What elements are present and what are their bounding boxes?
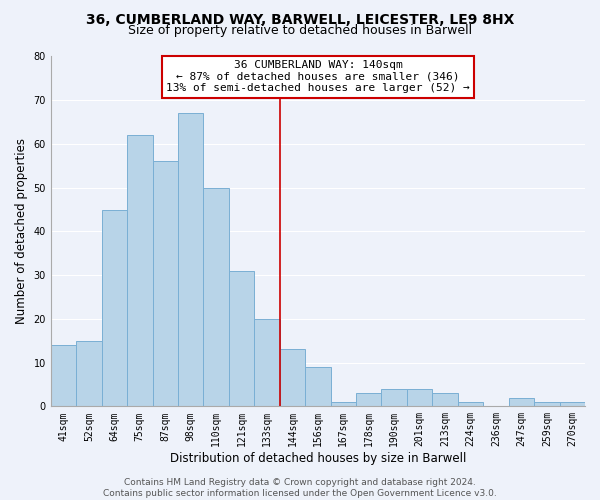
Text: 36 CUMBERLAND WAY: 140sqm
← 87% of detached houses are smaller (346)
13% of semi: 36 CUMBERLAND WAY: 140sqm ← 87% of detac… (166, 60, 470, 93)
Bar (203, 188, 229, 406)
Text: Contains HM Land Registry data © Crown copyright and database right 2024.
Contai: Contains HM Land Registry data © Crown c… (103, 478, 497, 498)
Bar (51, 345, 76, 406)
Bar (127, 135, 152, 406)
Y-axis label: Number of detached properties: Number of detached properties (15, 138, 28, 324)
Bar (433, 393, 458, 406)
Bar (356, 393, 382, 406)
Text: Size of property relative to detached houses in Barwell: Size of property relative to detached ho… (128, 24, 472, 37)
Bar (280, 350, 305, 406)
Bar (76, 340, 101, 406)
Bar (101, 210, 127, 406)
Bar (407, 389, 433, 406)
Bar (229, 271, 254, 406)
Bar (152, 162, 178, 406)
Text: 36, CUMBERLAND WAY, BARWELL, LEICESTER, LE9 8HX: 36, CUMBERLAND WAY, BARWELL, LEICESTER, … (86, 12, 514, 26)
Bar (458, 402, 483, 406)
Bar (382, 389, 407, 406)
Bar (560, 402, 585, 406)
Bar (534, 402, 560, 406)
X-axis label: Distribution of detached houses by size in Barwell: Distribution of detached houses by size … (170, 452, 466, 465)
Bar (305, 367, 331, 406)
Bar (331, 402, 356, 406)
Bar (178, 114, 203, 406)
Bar (509, 398, 534, 406)
Bar (254, 319, 280, 406)
